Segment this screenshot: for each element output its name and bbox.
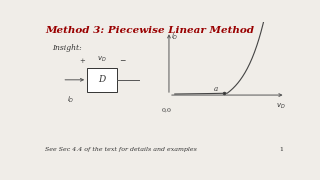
- Text: 0,0: 0,0: [162, 107, 172, 112]
- Text: D: D: [98, 75, 106, 84]
- Text: a: a: [213, 85, 218, 93]
- Text: $v_D$: $v_D$: [97, 55, 107, 64]
- Text: −: −: [119, 57, 126, 65]
- Text: $v_D$: $v_D$: [276, 102, 285, 111]
- Text: +: +: [79, 57, 84, 65]
- Text: Insight:: Insight:: [52, 44, 82, 52]
- Text: $i_D$: $i_D$: [172, 31, 179, 42]
- Text: See Sec 4.4 of the text for details and examples: See Sec 4.4 of the text for details and …: [45, 147, 197, 152]
- Text: $i_D$: $i_D$: [67, 95, 75, 105]
- Text: 1: 1: [279, 147, 283, 152]
- FancyBboxPatch shape: [87, 68, 117, 92]
- Text: Method 3: Piecewise Linear Method: Method 3: Piecewise Linear Method: [45, 26, 254, 35]
